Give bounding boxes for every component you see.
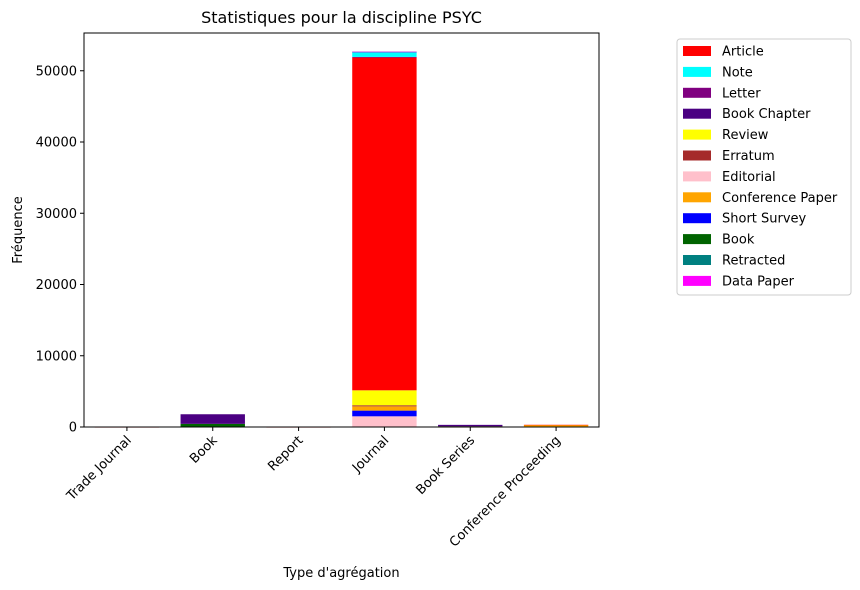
- legend-swatch-note: [683, 66, 711, 77]
- x-tick-label-trade-journal: Trade Journal: [64, 433, 135, 504]
- legend-swatch-erratum: [683, 150, 711, 161]
- bar-book-series-book-chapter: [438, 424, 503, 427]
- legend-label-review: Review: [722, 128, 769, 143]
- x-tick-label-book: Book: [187, 433, 221, 467]
- legend-label-note: Note: [722, 65, 753, 80]
- legend-frame: [676, 38, 852, 296]
- legend-label-letter: Letter: [722, 86, 761, 101]
- legend-label-book: Book: [722, 233, 755, 248]
- bar-conference-proceeding-conference-paper: [523, 425, 589, 427]
- bar-journal-data-paper: [352, 51, 417, 53]
- legend-label-erratum: Erratum: [722, 149, 775, 164]
- chart-title: Statistiques pour la discipline PSYC: [201, 8, 482, 27]
- legend-swatch-book: [683, 234, 711, 245]
- x-tick-label-report: Report: [265, 433, 306, 474]
- x-axis: Trade Journal Book Report Journal Book Serie…: [64, 427, 564, 550]
- bar-journal-letter: [352, 56, 417, 58]
- legend-label-article: Article: [722, 45, 764, 60]
- bar-conference-proceeding-review: [523, 425, 589, 427]
- x-tick-label-journal: Journal: [349, 433, 392, 476]
- plot-area-frame: [83, 32, 600, 428]
- bar-journal-editorial: [352, 416, 417, 427]
- bar-journal-review: [352, 390, 417, 406]
- y-tick-label: 40000: [36, 136, 77, 151]
- bar-conference-proceeding-article: [523, 424, 589, 426]
- bar-journal-conference-paper: [352, 406, 417, 411]
- y-tick-label: 20000: [36, 278, 77, 293]
- legend-label-book-chapter: Book Chapter: [722, 107, 811, 122]
- y-axis-label: Fréquence: [11, 196, 26, 263]
- y-axis: 0 10000 20000 30000 40000 50000: [36, 64, 84, 436]
- legend-swatch-book-chapter: [683, 108, 711, 119]
- legend-swatch-review: [683, 129, 711, 140]
- legend-label-editorial: Editorial: [722, 170, 776, 185]
- legend-swatch-retracted: [683, 255, 711, 265]
- x-axis-label: Type d'agrégation: [282, 566, 399, 581]
- y-tick-label: 0: [69, 421, 77, 436]
- bar-journal-short-survey: [352, 410, 417, 417]
- legend-swatch-data-paper: [683, 275, 711, 286]
- legend-swatch-editorial: [683, 171, 711, 182]
- legend-swatch-conference-paper: [683, 192, 711, 203]
- bar-book-book-chapter: [180, 414, 245, 424]
- bar-journal-erratum: [352, 405, 417, 407]
- legend-swatch-letter: [683, 87, 711, 98]
- y-tick-label: 10000: [36, 349, 77, 364]
- legend-label-data-paper: Data Paper: [722, 274, 795, 289]
- bar-book-book: [180, 423, 245, 427]
- legend-swatch-article: [683, 46, 711, 56]
- legend-label-retracted: Retracted: [722, 254, 785, 269]
- legend: Article Note Letter Book Chapter Review Errat…: [676, 38, 852, 296]
- x-tick-label-book-series: Book Series: [413, 433, 478, 498]
- bars-layer: [94, 51, 589, 428]
- legend-label-conference-paper: Conference Paper: [722, 191, 838, 206]
- bar-journal-note: [352, 51, 417, 57]
- y-tick-label: 50000: [36, 64, 77, 79]
- legend-label-short-survey: Short Survey: [722, 212, 807, 227]
- legend-swatch-short-survey: [683, 213, 711, 224]
- y-tick-label: 30000: [36, 207, 77, 222]
- bar-journal-article: [352, 57, 417, 391]
